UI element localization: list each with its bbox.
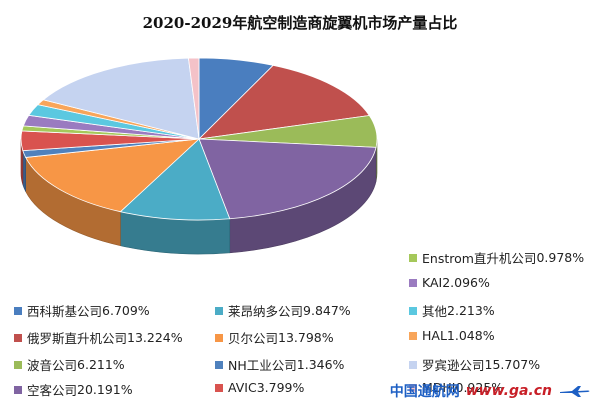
- legend-label: 空客公司: [27, 383, 78, 398]
- legend-swatch: [409, 331, 417, 340]
- legend-label: HAL: [422, 328, 447, 343]
- legend-label: KAI: [422, 275, 443, 290]
- legend-value: 0.925%: [455, 380, 504, 395]
- legend-swatch: [14, 360, 22, 369]
- legend-value: 15.707%: [484, 357, 541, 372]
- watermark: 中国通航网 www.ga.cn: [390, 381, 592, 401]
- legend-value: 6.211%: [77, 357, 125, 372]
- pie-slice-3: [198, 138, 377, 220]
- legend-label: 俄罗斯直升机公司: [27, 331, 128, 346]
- legend-value: 20.191%: [77, 382, 133, 397]
- legend-swatch: [14, 385, 22, 394]
- pie-sides: [20, 138, 378, 255]
- legend-value: 13.224%: [127, 330, 183, 345]
- legend-value: 0.978%: [536, 250, 585, 265]
- legend-value: 1.048%: [446, 328, 495, 343]
- pie-slice-4: [119, 138, 231, 221]
- legend-label: 西科斯基公司: [27, 304, 103, 319]
- legend-value: 3.799%: [256, 380, 305, 395]
- watermark-brand: 中国通航网: [389, 384, 460, 400]
- legend-item: 莱昂纳多公司 9.847%: [215, 301, 351, 320]
- legend-item: KAI 2.096%: [409, 275, 490, 290]
- legend-value: 6.709%: [102, 303, 150, 318]
- legend-item: 罗宾逊公司 15.707%: [409, 355, 540, 374]
- chart-title: 2020-2029年航空制造商旋翼机市场产量占比: [142, 14, 458, 32]
- legend-item: 俄罗斯直升机公司 13.224%: [14, 328, 183, 347]
- legend-value: 1.346%: [296, 357, 345, 372]
- legend-item: HAL 1.048%: [409, 328, 495, 343]
- legend-value: 13.798%: [278, 330, 334, 345]
- legend-label: NH工业公司: [228, 358, 297, 373]
- legend-item: AVIC 3.799%: [215, 380, 304, 395]
- airplane-icon: [560, 386, 590, 397]
- legend-label: 波音公司: [27, 358, 78, 373]
- legend-swatch: [215, 333, 223, 342]
- legend-label: AVIC: [228, 380, 257, 395]
- legend-label: MDHI: [422, 380, 456, 395]
- legend-item: MDHI 0.925%: [409, 380, 503, 395]
- legend-swatch: [409, 278, 417, 287]
- legend-label: Enstrom直升机公司: [422, 251, 537, 266]
- legend-item: 波音公司 6.211%: [14, 355, 125, 374]
- legend-value: 2.096%: [442, 275, 490, 290]
- legend-label: 其他: [422, 304, 448, 319]
- legend-swatch: [215, 306, 223, 315]
- legend-swatch: [409, 253, 417, 262]
- legend-swatch: [14, 306, 22, 315]
- pie-slice-13: [188, 57, 200, 140]
- legend-value: 2.213%: [447, 303, 495, 318]
- legend-swatch: [14, 333, 22, 342]
- legend-item: 西科斯基公司 6.709%: [14, 301, 150, 320]
- legend-item: Enstrom直升机公司 0.978%: [409, 248, 584, 267]
- pie-slice-5: [25, 138, 201, 213]
- legend-label: 罗宾逊公司: [422, 358, 485, 373]
- legend-swatch: [409, 383, 417, 392]
- legend-swatch: [409, 306, 417, 315]
- legend-item: 贝尔公司 13.798%: [215, 328, 334, 347]
- legend-swatch: [215, 383, 223, 392]
- pie-slice-12: [42, 57, 200, 140]
- legend-label: 莱昂纳多公司: [228, 304, 304, 319]
- legend-swatch: [409, 360, 417, 369]
- legend-item: 其他 2.213%: [409, 301, 495, 320]
- pie-slice-1: [197, 64, 371, 140]
- legend-item: NH工业公司 1.346%: [215, 355, 344, 374]
- legend-item: 空客公司 20.191%: [14, 380, 133, 399]
- legend-swatch: [215, 360, 223, 369]
- pie-slices: [20, 57, 378, 221]
- legend-value: 9.847%: [303, 303, 351, 318]
- watermark-url: www.ga.cn: [465, 383, 552, 399]
- legend-label: 贝尔公司: [228, 331, 279, 346]
